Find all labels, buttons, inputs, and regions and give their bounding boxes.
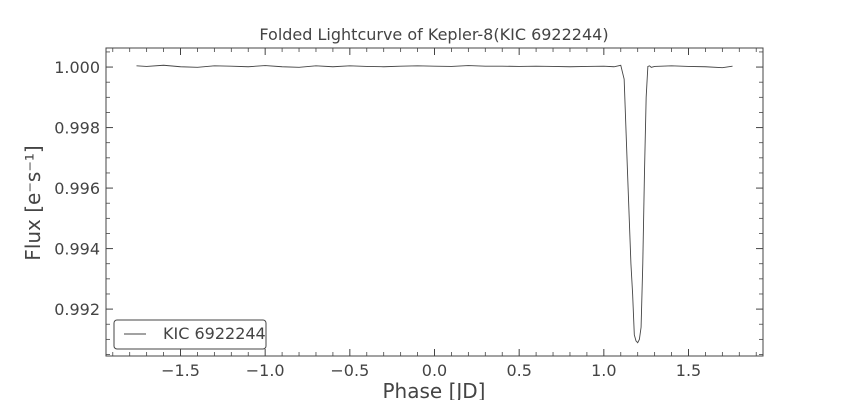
y-tick-label: 0.998	[54, 119, 100, 138]
legend-box	[113, 319, 267, 350]
y-tick-label: 0.994	[54, 240, 100, 259]
x-tick-label: 1.0	[591, 361, 616, 380]
x-tick-label: 1.5	[676, 361, 701, 380]
x-axis-ticks: −1.5 −1.0 −0.5 0.0 0.5 1.0 1.5	[112, 48, 757, 380]
legend: KIC 6922244	[113, 319, 267, 350]
y-axis-label: Flux [e⁻s⁻¹]	[21, 145, 45, 260]
x-axis-label: Phase [JD]	[383, 379, 486, 400]
plot-area: −1.5 −1.0 −0.5 0.0 0.5 1.0 1.5 0.992 0.994 0.996…	[54, 47, 764, 380]
y-tick-label: 0.992	[54, 300, 100, 319]
y-axis-ticks: 0.992 0.994 0.996 0.998 1.000	[54, 51, 763, 355]
y-tick-label: 0.996	[54, 179, 100, 198]
x-tick-label: −1.0	[246, 361, 285, 380]
plot-frame	[105, 47, 764, 357]
y-tick-label: 1.000	[54, 58, 100, 77]
series-line-kic-6922244	[136, 64, 733, 344]
x-tick-label: 0.5	[506, 361, 531, 380]
x-tick-label: −1.5	[161, 361, 200, 380]
x-tick-label: −0.5	[330, 361, 369, 380]
legend-label-kic-6922244: KIC 6922244	[163, 324, 266, 343]
x-tick-label: 0.0	[422, 361, 447, 380]
chart-title: Folded Lightcurve of Kepler-8(KIC 692224…	[259, 25, 608, 44]
